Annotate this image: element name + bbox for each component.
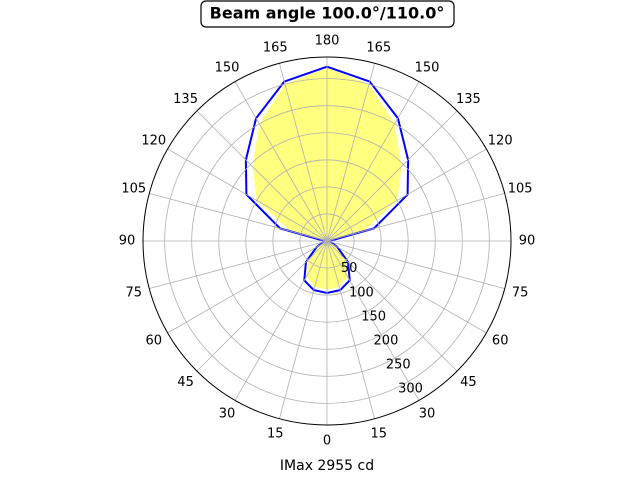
theta-tick-label: 0 [323,434,331,449]
theta-tick-label: 60 [492,334,509,349]
grid-spoke [196,110,328,242]
theta-tick-label: 30 [219,407,236,422]
theta-tick-label: 180 [315,34,340,49]
r-tick-label: 200 [374,334,399,349]
grid-spoke [149,192,328,242]
theta-tick-label: 105 [508,182,533,197]
title-box [200,0,455,28]
theta-tick-label: 150 [415,60,440,75]
theta-tick-label: 135 [456,92,481,107]
grid-spoke [234,81,328,242]
x-axis-label: IMax 2955 cd [280,458,374,474]
grid-spoke [167,148,328,242]
grid-spoke [326,240,420,401]
grid-spoke [278,240,328,419]
grid-spoke [326,240,376,419]
theta-tick-label: 90 [519,234,536,249]
grid-spoke [326,240,487,334]
grid-spoke [326,81,420,242]
grid-spoke [326,192,505,242]
theta-tick-label: 45 [460,375,477,390]
chart-title: Beam angle 100.0°/110.0° [210,4,445,23]
theta-tick-label: 30 [419,407,436,422]
grid-spoke [167,240,328,334]
theta-tick-label: 60 [146,334,163,349]
theta-tick-label: 15 [267,427,284,442]
theta-tick-label: 105 [121,182,146,197]
theta-tick-label: 90 [119,234,136,249]
theta-tick-label: 75 [126,285,143,300]
grid-spoke [326,148,487,242]
r-tick-label: 250 [386,358,411,373]
theta-tick-label: 135 [173,92,198,107]
r-tick-label: 300 [398,382,423,397]
grid-spoke [326,240,458,372]
grid-spoke [326,240,505,290]
theta-tick-label: 120 [488,134,513,149]
r-tick-label: 100 [349,285,374,300]
theta-tick-label: 150 [215,60,240,75]
r-tick-label: 150 [361,309,386,324]
grid-spoke [326,63,376,242]
theta-tick-label: 165 [263,40,288,55]
grid-spoke [326,110,458,242]
grid-spoke [196,240,328,372]
grid-spoke [149,240,328,290]
theta-tick-label: 75 [512,285,529,300]
theta-tick-label: 165 [366,40,391,55]
grid-spoke [234,240,328,401]
theta-tick-label: 120 [141,134,166,149]
outer-frame [142,56,512,426]
grid-spoke [278,63,328,242]
theta-tick-label: 45 [177,375,194,390]
theta-tick-label: 15 [370,427,387,442]
r-tick-label: 50 [341,261,358,276]
